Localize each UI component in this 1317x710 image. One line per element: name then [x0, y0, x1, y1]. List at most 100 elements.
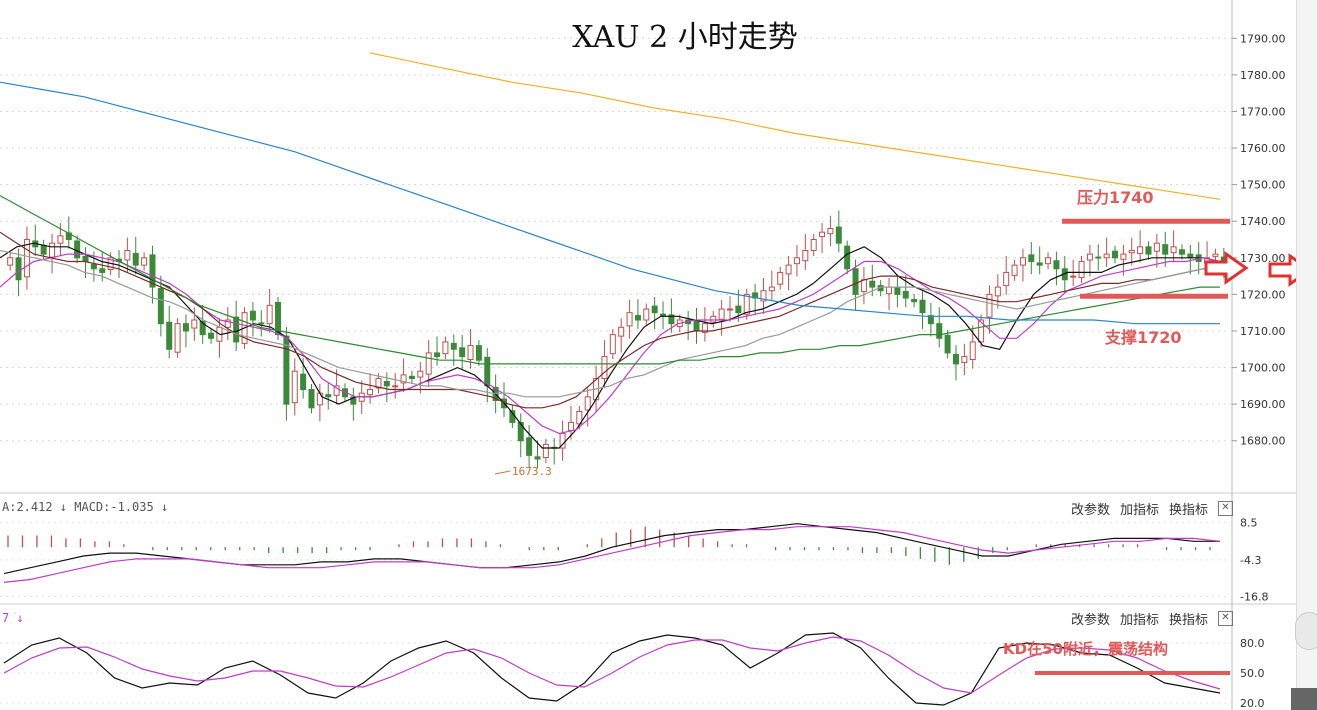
direction-arrow-icon: [1204, 251, 1249, 285]
close-icon[interactable]: ✕: [1218, 501, 1233, 516]
candle-body: [517, 421, 524, 442]
candle-body: [57, 235, 64, 244]
y-tick-label: 1730.00: [1240, 252, 1286, 265]
candle-body: [626, 312, 633, 327]
close-icon[interactable]: ✕: [1218, 611, 1233, 626]
y-tick-label: 1720.00: [1240, 288, 1286, 301]
add-indicator-button[interactable]: 加指标: [1119, 503, 1159, 518]
candle-body: [208, 332, 215, 339]
candle-body: [1003, 271, 1010, 287]
candle-body: [609, 334, 616, 355]
candle-body: [1019, 257, 1026, 266]
candle-body: [1112, 250, 1119, 259]
kd-tick-label: 20.0: [1240, 697, 1265, 710]
candle-body: [735, 305, 742, 314]
candle-body: [191, 319, 198, 329]
candle-body: [852, 268, 859, 295]
y-tick-label: 1790.00: [1240, 32, 1286, 45]
kd-annotation: KD在50附近，震荡结构: [1003, 640, 1168, 658]
candle-body: [90, 263, 97, 270]
candle-body: [1045, 257, 1052, 265]
switch-indicator-button[interactable]: 换指标: [1168, 613, 1208, 628]
candle-body: [743, 293, 750, 315]
candle-body: [7, 257, 14, 266]
y-tick-label: 1750.00: [1240, 179, 1286, 192]
candle-body: [266, 304, 273, 325]
candle-body: [383, 380, 390, 387]
candle-body: [927, 315, 934, 325]
candle-body: [392, 385, 399, 388]
candle-body: [316, 392, 323, 406]
corner-widget: [1291, 688, 1317, 710]
candle-body: [651, 305, 658, 314]
scroll-handle[interactable]: [1295, 612, 1317, 650]
candle-body: [944, 334, 951, 354]
candle-body: [827, 228, 834, 235]
y-tick-label: 1770.00: [1240, 105, 1286, 118]
low-marker-arrow: [494, 470, 511, 475]
candle-body: [40, 244, 47, 255]
candle-body: [952, 353, 959, 365]
candle-body: [978, 319, 985, 343]
candle-body: [408, 375, 415, 380]
candle-body: [534, 456, 541, 460]
candle-body: [1162, 244, 1169, 255]
kd-indicator-label: 7 ↓: [2, 611, 24, 625]
candle-body: [936, 323, 943, 339]
candle-body: [99, 268, 106, 273]
edit-params-button[interactable]: 改参数: [1070, 503, 1110, 518]
candle-body: [308, 389, 315, 409]
right-scroll-edge[interactable]: [1296, 0, 1317, 710]
candle-body: [132, 252, 139, 266]
macd-panel-toolbar: 改参数 加指标 换指标 ✕: [1071, 499, 1233, 518]
candle-body: [1103, 253, 1110, 259]
candle-body: [224, 319, 231, 328]
candle-body: [23, 239, 30, 278]
candle-body: [325, 394, 332, 398]
low-price-label: 1673.3: [512, 465, 552, 478]
candle-body: [333, 385, 340, 396]
y-tick-label: 1760.00: [1240, 142, 1286, 155]
y-tick-label: 1680.00: [1240, 435, 1286, 448]
candle-body: [450, 342, 457, 350]
candle-body: [124, 249, 131, 261]
candle-body: [1145, 246, 1152, 255]
candle-body: [442, 341, 449, 355]
candle-body: [1086, 253, 1093, 261]
candle-body: [567, 421, 574, 431]
candle-body: [802, 249, 809, 262]
add-indicator-button[interactable]: 加指标: [1119, 613, 1159, 628]
candle-body: [668, 314, 675, 325]
kd-panel-toolbar: 改参数 加指标 换指标 ✕: [1071, 609, 1233, 628]
candle-body: [785, 264, 792, 275]
candle-body: [1070, 275, 1077, 278]
kd-tick-label: 50.0: [1240, 667, 1265, 680]
macd-tick-label: -4.3: [1240, 554, 1261, 567]
candle-body: [174, 323, 181, 353]
candle-body: [994, 286, 1001, 297]
candle-body: [869, 280, 876, 288]
candle-body: [400, 374, 407, 384]
edit-params-button[interactable]: 改参数: [1070, 613, 1110, 628]
candle-body: [961, 356, 968, 363]
candle-body: [542, 443, 549, 459]
candle-body: [1095, 256, 1102, 259]
candle-body: [526, 437, 533, 456]
candle-body: [1011, 264, 1018, 276]
candle-body: [300, 373, 307, 391]
candle-body: [1212, 253, 1219, 257]
macd-indicator-label: A:2.412 ↓ MACD:-1.035 ↓: [2, 500, 169, 514]
candle-body: [618, 326, 625, 337]
y-tick-label: 1780.00: [1240, 69, 1286, 82]
kd-tick-label: 80.0: [1240, 637, 1265, 650]
ma-line-4: [0, 249, 1220, 398]
switch-indicator-button[interactable]: 换指标: [1168, 503, 1208, 518]
macd-tick-label: 8.5: [1240, 516, 1258, 529]
candle-body: [82, 255, 89, 262]
macd-tick-label: -16.8: [1240, 590, 1268, 603]
chart-title: XAU 2 小时走势: [572, 20, 798, 55]
candle-body: [760, 290, 767, 302]
candle-body: [258, 322, 265, 325]
candle-body: [249, 310, 256, 321]
